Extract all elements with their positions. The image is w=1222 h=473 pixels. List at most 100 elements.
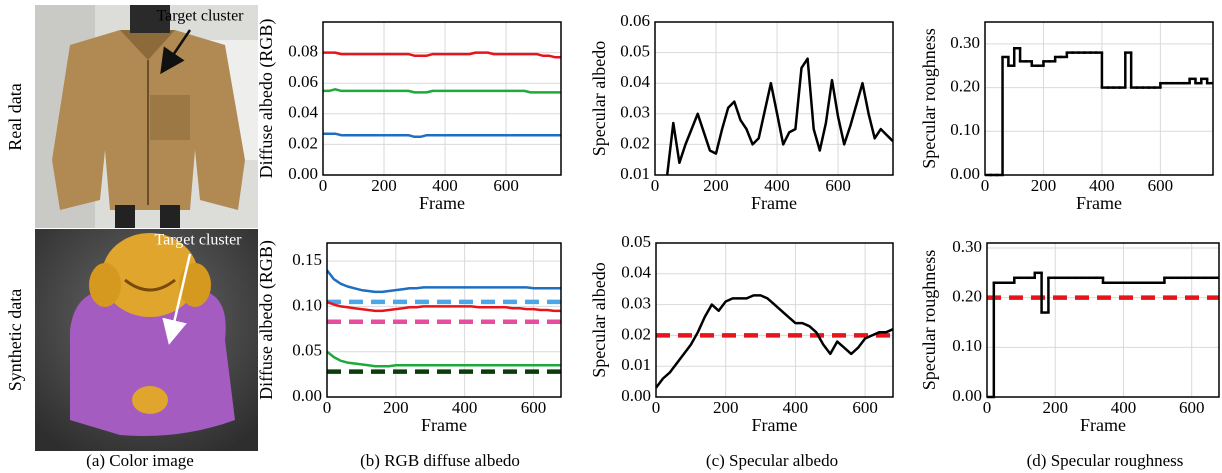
photo-real (35, 5, 258, 228)
row-label: Real data (5, 83, 25, 150)
y-tick-label: 0.20 (950, 76, 980, 95)
plot-area (985, 22, 1213, 175)
y-tick-label: 0.01 (620, 164, 650, 183)
y-axis-label: Specular roughness (919, 250, 939, 390)
data-line (323, 88, 561, 94)
x-tick-label: 400 (432, 176, 458, 195)
y-tick-label: 0.03 (621, 294, 651, 313)
x-tick-label: 600 (1148, 176, 1174, 195)
annotation: Target cluster (155, 232, 243, 249)
x-tick-label: 0 (319, 176, 328, 195)
x-tick-label: 400 (1111, 398, 1137, 417)
x-tick-label: 0 (323, 398, 332, 417)
plot-area (987, 243, 1219, 397)
annotation-arrow (160, 29, 192, 75)
x-tick-label: 400 (452, 398, 478, 417)
plot-area (323, 22, 561, 175)
x-axis-label: Frame (421, 415, 467, 435)
y-tick-label: 0.06 (288, 72, 318, 91)
data-line (327, 300, 561, 313)
caption: (d) Specular roughness (1027, 451, 1184, 470)
data-line (323, 51, 561, 59)
y-tick-label: 0.05 (621, 232, 651, 251)
x-tick-label: 600 (521, 398, 547, 417)
y-axis-label: Diffuse albedo (RGB) (256, 19, 277, 179)
x-tick-label: 600 (825, 176, 851, 195)
y-axis-label: Specular albedo (589, 41, 609, 156)
y-tick-label: 0.15 (292, 250, 322, 269)
caption: (a) Color image (86, 451, 194, 470)
data-line (327, 269, 561, 294)
x-tick-label: 200 (383, 398, 409, 417)
plot-frame (986, 242, 1220, 398)
plot-frame (984, 21, 1214, 176)
y-tick-label: 0.30 (950, 33, 980, 52)
y-tick-label: 0.04 (288, 103, 318, 122)
plot-frame (654, 21, 894, 176)
x-axis-label: Frame (1076, 193, 1122, 213)
y-axis-label: Diffuse albedo (RGB) (256, 240, 277, 400)
annotation: Target cluster (157, 8, 245, 25)
y-tick-label: 0.02 (621, 324, 651, 343)
y-tick-label: 0.30 (952, 237, 982, 256)
y-tick-label: 0.00 (288, 164, 318, 183)
y-tick-label: 0.08 (288, 42, 318, 61)
y-tick-label: 0.05 (620, 42, 650, 61)
plot (656, 294, 893, 389)
data-line (656, 294, 893, 389)
plot (327, 269, 561, 374)
plot-area (656, 243, 893, 397)
plot-frame (322, 21, 562, 176)
y-tick-label: 0.00 (950, 164, 980, 183)
x-tick-label: 200 (703, 176, 729, 195)
x-tick-label: 600 (493, 176, 519, 195)
plot-frame (326, 242, 562, 398)
annotation-arrow (162, 253, 192, 345)
caption: (b) RGB diffuse albedo (360, 451, 520, 470)
x-tick-label: 400 (783, 398, 809, 417)
x-tick-label: 600 (852, 398, 878, 417)
x-tick-label: 0 (652, 398, 661, 417)
x-tick-label: 200 (1031, 176, 1057, 195)
data-line (327, 350, 561, 368)
y-tick-label: 0.04 (621, 263, 651, 282)
x-tick-label: 600 (1179, 398, 1205, 417)
y-axis-label: Specular albedo (589, 262, 609, 377)
y-tick-label: 0.01 (621, 355, 651, 374)
x-tick-label: 200 (1042, 398, 1068, 417)
y-tick-label: 0.00 (621, 386, 651, 405)
render-synthetic (35, 229, 258, 451)
plot (665, 57, 893, 176)
y-tick-label: 0.20 (952, 287, 982, 306)
x-axis-label: Frame (1080, 415, 1126, 435)
y-tick-label: 0.02 (288, 133, 318, 152)
y-tick-label: 0.05 (292, 341, 322, 360)
y-tick-label: 0.06 (620, 11, 650, 30)
data-line (665, 57, 893, 176)
x-tick-label: 200 (713, 398, 739, 417)
x-tick-label: 0 (651, 176, 660, 195)
x-tick-label: 0 (981, 176, 990, 195)
caption: (c) Specular albedo (706, 451, 838, 470)
data-line (323, 132, 561, 139)
y-tick-label: 0.00 (292, 386, 322, 405)
x-tick-label: 400 (1089, 176, 1115, 195)
y-tick-label: 0.02 (620, 133, 650, 152)
plot (987, 271, 1219, 399)
x-tick-label: 0 (983, 398, 992, 417)
x-axis-label: Frame (419, 193, 465, 213)
y-axis-label: Specular roughness (919, 28, 939, 168)
x-axis-label: Frame (751, 193, 797, 213)
y-tick-label: 0.10 (952, 336, 982, 355)
y-tick-label: 0.10 (950, 120, 980, 139)
x-tick-label: 400 (764, 176, 790, 195)
x-axis-label: Frame (752, 415, 798, 435)
y-tick-label: 0.04 (620, 72, 650, 91)
x-tick-label: 200 (371, 176, 397, 195)
plot (323, 51, 561, 139)
y-tick-label: 0.10 (292, 295, 322, 314)
y-tick-label: 0.00 (952, 386, 982, 405)
y-tick-label: 0.03 (620, 103, 650, 122)
plot-frame (655, 242, 894, 398)
